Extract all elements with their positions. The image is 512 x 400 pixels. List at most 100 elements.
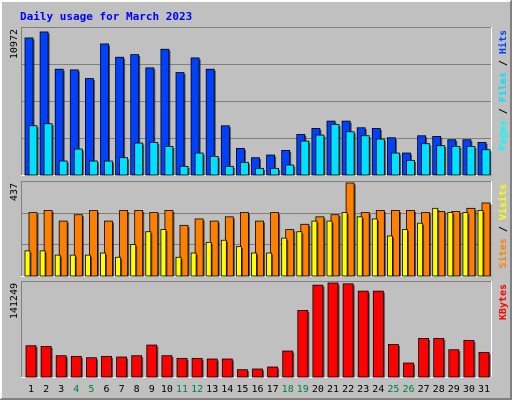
visits-bar-day-17: [266, 252, 273, 277]
files-bar-day-25: [390, 152, 400, 176]
hits-bar-day-3: [54, 68, 64, 176]
kbytes-bar-day-17: [267, 366, 279, 378]
x-tick-label-day-8: 8: [134, 384, 140, 395]
sites-bar-day-12: [194, 218, 204, 277]
panel-hits-files-pages: 10972 Pages / Files / Hits: [9, 27, 509, 176]
series-label-part: Visits: [497, 184, 509, 226]
files-bar-day-3: [58, 160, 68, 176]
files-bar-day-4: [73, 148, 83, 176]
kbytes-bar-day-11: [176, 357, 188, 378]
files-bar-day-26: [406, 159, 415, 176]
series-label-part: Sites: [497, 238, 509, 268]
kbytes-bar-day-15: [236, 369, 248, 378]
visits-bar-day-2: [39, 250, 46, 277]
x-tick-label-day-13: 13: [206, 384, 218, 395]
x-tick-label-day-22: 22: [342, 384, 354, 395]
kbytes-bar-day-26: [403, 362, 414, 378]
kbytes-bar-day-13: [206, 358, 218, 378]
x-tick-label-day-7: 7: [119, 384, 125, 395]
files-bar-day-5: [89, 160, 98, 176]
panel-sites-visits: 437 Sites / Visits: [9, 181, 509, 277]
panel-0-series-label: Pages / Files / Hits: [497, 30, 509, 150]
sites-bar-day-4: [73, 214, 83, 277]
files-bar-day-17: [270, 167, 280, 176]
series-label-part: /: [498, 226, 509, 238]
files-bar-day-1: [28, 125, 38, 176]
x-tick-label-day-12: 12: [191, 384, 203, 395]
files-bar-day-11: [179, 165, 189, 176]
panel-2-series-label: KBytes: [498, 284, 509, 320]
series-label-part: Hits: [497, 30, 509, 60]
panel-2-y-tick-label: 141249: [9, 283, 20, 319]
x-tick-label-day-2: 2: [43, 384, 49, 395]
kbytes-bar-day-9: [146, 344, 158, 378]
files-bar-day-13: [209, 155, 219, 176]
kbytes-bar-day-7: [116, 356, 127, 378]
kbytes-bar-day-31: [478, 351, 490, 378]
visits-bar-day-1: [24, 250, 31, 277]
files-bar-day-10: [164, 145, 174, 176]
sites-bar-day-17: [270, 212, 280, 277]
hits-bar-day-5: [85, 78, 94, 176]
sites-bar-day-15: [239, 212, 249, 277]
kbytes-bar-day-19: [297, 310, 309, 378]
visits-bar-day-12: [190, 252, 197, 277]
x-tick-label-day-31: 31: [478, 384, 490, 395]
visits-bar-day-29: [447, 212, 454, 277]
panel-0-y-tick-label: 10972: [9, 29, 20, 59]
visits-bar-day-9: [145, 231, 152, 277]
sites-bar-day-2: [43, 210, 53, 277]
visits-bar-day-4: [69, 254, 76, 277]
files-bar-day-19: [300, 140, 310, 176]
kbytes-bar-day-22: [342, 283, 354, 378]
files-bar-day-8: [134, 142, 144, 176]
kbytes-bar-day-4: [70, 355, 82, 378]
x-tick-label-day-3: 3: [58, 384, 64, 395]
files-bar-day-22: [345, 131, 355, 176]
series-label-part: /: [498, 60, 509, 72]
visits-bar-day-6: [100, 252, 106, 277]
kbytes-bar-day-12: [191, 357, 203, 378]
visits-bar-day-23: [356, 216, 363, 277]
sites-bar-day-1: [28, 212, 38, 277]
visits-bar-day-25: [386, 235, 393, 277]
files-bar-day-7: [119, 157, 128, 176]
files-bar-day-2: [43, 123, 53, 176]
kbytes-bar-day-24: [372, 290, 384, 378]
kbytes-bar-day-21: [327, 282, 339, 378]
files-bar-day-24: [375, 138, 385, 176]
hits-bar-day-11: [175, 72, 185, 176]
visits-bar-day-28: [432, 207, 439, 277]
files-bar-day-20: [315, 134, 325, 176]
x-tick-label-day-20: 20: [312, 384, 324, 395]
visits-bar-day-13: [205, 241, 212, 277]
x-tick-label-day-10: 10: [161, 384, 173, 395]
x-tick-label-day-16: 16: [251, 384, 263, 395]
visits-bar-day-5: [85, 254, 91, 277]
x-tick-label-day-30: 30: [463, 384, 475, 395]
visits-bar-day-20: [311, 220, 318, 277]
kbytes-bar-day-20: [312, 284, 324, 378]
series-label-part: KBytes: [498, 284, 509, 320]
files-bar-day-14: [224, 165, 234, 176]
files-bar-day-9: [149, 141, 159, 176]
visits-bar-day-7: [115, 256, 121, 277]
visits-bar-day-31: [477, 210, 484, 277]
files-bar-day-15: [239, 161, 249, 176]
files-bar-day-30: [466, 145, 476, 176]
kbytes-bar-day-29: [448, 349, 460, 378]
hits-bar-day-6: [100, 43, 109, 176]
kbytes-bar-day-2: [40, 345, 52, 378]
files-bar-day-27: [421, 143, 431, 176]
x-tick-label-day-11: 11: [176, 384, 188, 395]
kbytes-bar-day-10: [161, 355, 173, 378]
kbytes-bar-day-14: [221, 358, 233, 378]
chart-title: Daily usage for March 2023: [20, 10, 192, 23]
x-tick-label-day-18: 18: [282, 384, 294, 395]
visits-bar-day-18: [281, 237, 288, 277]
chart-panels: 10972 Pages / Files / Hits 437 Sites / Visi…: [9, 27, 509, 378]
files-bar-day-16: [255, 167, 264, 176]
x-tick-label-day-23: 23: [357, 384, 369, 395]
visits-bar-day-3: [54, 254, 61, 277]
